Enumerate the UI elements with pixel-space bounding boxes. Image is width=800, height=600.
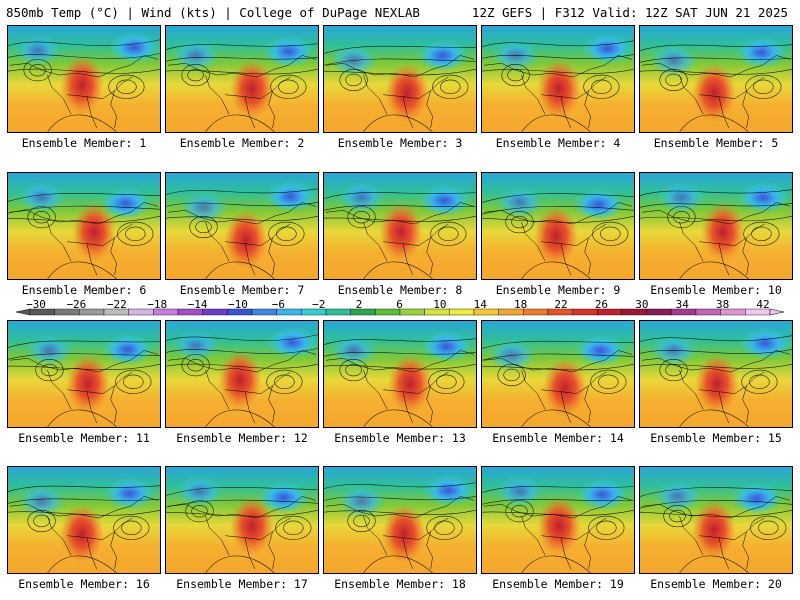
ensemble-map-panel [481, 25, 635, 133]
colorbar-tick-label: −22 [106, 298, 127, 311]
colorbar-tick-label: −14 [187, 298, 208, 311]
ensemble-member-label: Ensemble Member: 4 [495, 136, 621, 150]
ensemble-member-label: Ensemble Member: 13 [334, 431, 466, 445]
colorbar-swatch [572, 308, 598, 316]
ensemble-member-label: Ensemble Member: 17 [176, 577, 308, 591]
ensemble-map-panel [7, 172, 161, 280]
ensemble-map-panel [323, 25, 477, 133]
colorbar-swatch [399, 308, 425, 316]
colorbar-swatch [350, 308, 376, 316]
colorbar-tick-label: 10 [433, 298, 447, 311]
ensemble-member-label: Ensemble Member: 7 [179, 283, 305, 297]
ensemble-member-label: Ensemble Member: 1 [21, 136, 147, 150]
header-title: 850mb Temp (°C) | Wind (kts) | College o… [6, 5, 420, 20]
colorbar-tick-label: 22 [554, 298, 568, 311]
ensemble-member-label: Ensemble Member: 10 [650, 283, 782, 297]
ensemble-member-label: Ensemble Member: 16 [18, 577, 150, 591]
ensemble-map-panel [481, 466, 635, 574]
colorbar-tick-label: −2 [312, 298, 326, 311]
ensemble-member-label: Ensemble Member: 3 [337, 136, 463, 150]
temperature-colorbar [15, 308, 785, 316]
ensemble-map-panel [481, 320, 635, 428]
colorbar-swatch [325, 308, 351, 316]
ensemble-map-panel [323, 320, 477, 428]
ensemble-member-label: Ensemble Member: 15 [650, 431, 782, 445]
ensemble-member-label: Ensemble Member: 11 [18, 431, 150, 445]
ensemble-map-panel [165, 25, 319, 133]
ensemble-map-panel [323, 466, 477, 574]
colorbar-tick-label: 2 [355, 298, 363, 311]
ensemble-member-label: Ensemble Member: 2 [179, 136, 305, 150]
ensemble-map-panel [481, 172, 635, 280]
ensemble-member-label: Ensemble Member: 14 [492, 431, 624, 445]
ensemble-member-label: Ensemble Member: 12 [176, 431, 308, 445]
colorbar-swatch [449, 308, 475, 316]
colorbar-tick-label: 18 [514, 298, 528, 311]
ensemble-member-label: Ensemble Member: 5 [653, 136, 779, 150]
ensemble-member-label: Ensemble Member: 20 [650, 577, 782, 591]
ensemble-member-label: Ensemble Member: 18 [334, 577, 466, 591]
colorbar-tick-label: 34 [675, 298, 689, 311]
ensemble-map-panel [165, 466, 319, 574]
ensemble-map-panel [165, 320, 319, 428]
ensemble-map-panel [639, 25, 793, 133]
ensemble-member-label: Ensemble Member: 9 [495, 283, 621, 297]
ensemble-map-panel [7, 25, 161, 133]
colorbar-tick-label: 30 [635, 298, 649, 311]
ensemble-map-panel [639, 320, 793, 428]
ensemble-member-label: Ensemble Member: 19 [492, 577, 624, 591]
colorbar-swatch [646, 308, 672, 316]
ensemble-map-panel [7, 320, 161, 428]
colorbar-tick-label: −26 [66, 298, 87, 311]
colorbar-tick-label: 6 [396, 298, 403, 311]
colorbar-tick-label: 38 [715, 298, 730, 311]
colorbar-tick-label: 42 [756, 298, 770, 311]
colorbar-tick-label: 14 [473, 298, 487, 311]
colorbar-right-arrow [769, 308, 785, 316]
ensemble-map-panel [165, 172, 319, 280]
ensemble-map-panel [7, 466, 161, 574]
colorbar-tick-label: −6 [271, 298, 285, 311]
ensemble-member-label: Ensemble Member: 6 [21, 283, 147, 297]
ensemble-map-panel [639, 172, 793, 280]
colorbar-tick-label: 26 [594, 298, 609, 311]
ensemble-map-panel [323, 172, 477, 280]
colorbar-tick-label: −10 [228, 298, 248, 311]
colorbar-tick-label: −18 [147, 298, 168, 311]
colorbar-tick-label: −30 [26, 298, 46, 311]
ensemble-map-panel [639, 466, 793, 574]
ensemble-member-label: Ensemble Member: 8 [337, 283, 463, 297]
header-run-info: 12Z GEFS | F312 Valid: 12Z SAT JUN 21 20… [471, 5, 788, 20]
